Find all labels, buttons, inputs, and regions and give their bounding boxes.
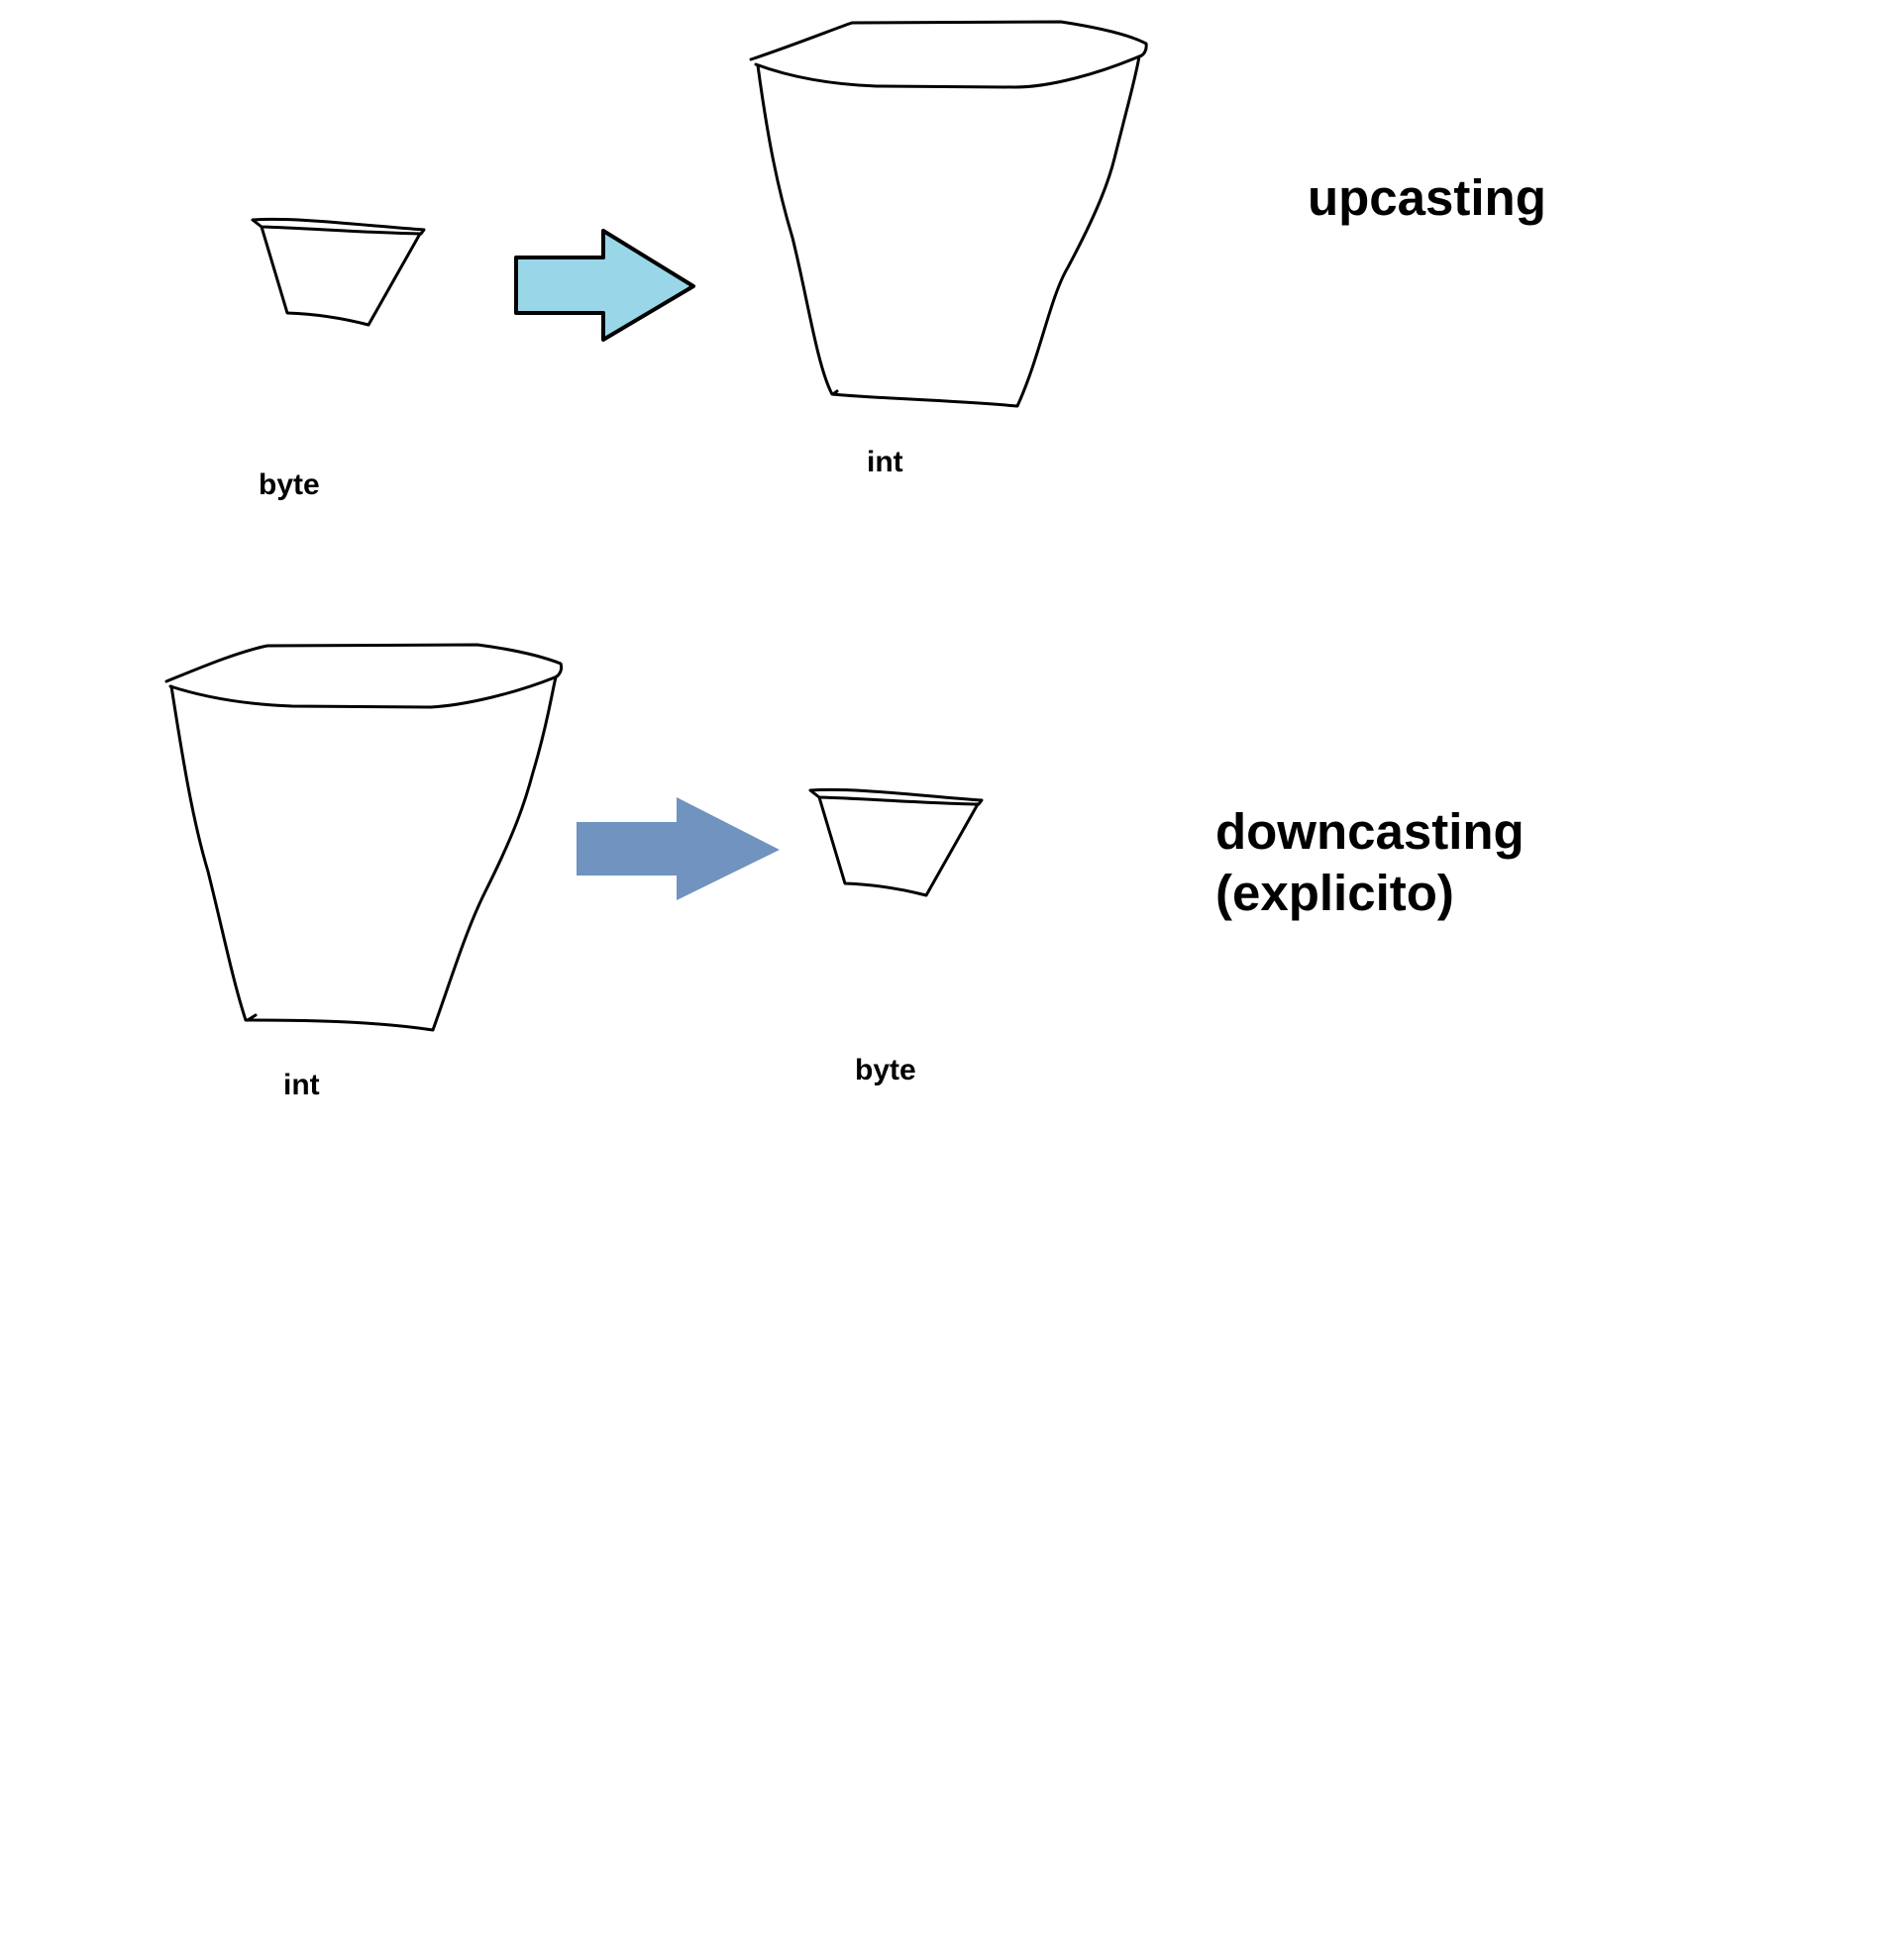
upcast-arrow [514,229,695,342]
upcasting-title: upcasting [1308,169,1546,226]
upcast-large-bucket [749,20,1148,408]
downcasting-subtitle: (explicito) [1215,865,1454,921]
downcast-small-bucket [808,787,984,897]
downcast-large-bucket [164,643,564,1032]
upcast-source-label: byte [259,468,320,501]
downcast-source-label: int [283,1069,320,1101]
upcast-small-bucket [251,217,426,327]
downcasting-title: downcasting [1215,803,1525,860]
downcast-target-label: byte [855,1054,916,1086]
upcast-target-label: int [867,446,903,478]
downcast-arrow [577,797,780,900]
